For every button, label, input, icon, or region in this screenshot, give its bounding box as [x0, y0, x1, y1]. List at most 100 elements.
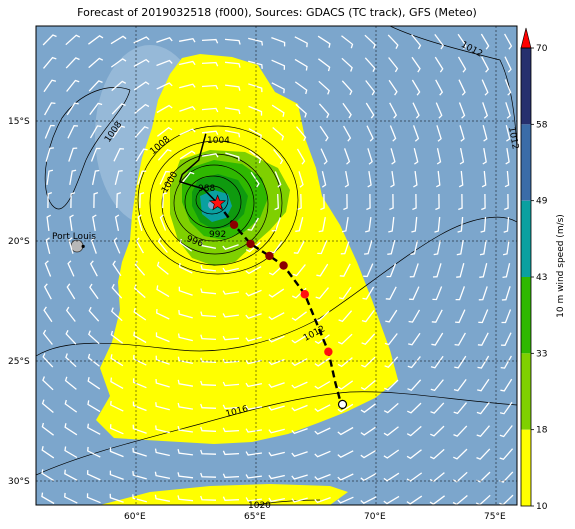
wind-barb: [504, 56, 512, 73]
wind-barb: [453, 425, 468, 437]
wind-barb: [245, 336, 262, 342]
wind-barb: [111, 307, 123, 322]
wind-barb: [65, 353, 77, 368]
wind-barb: [269, 240, 283, 254]
wind-barb: [177, 495, 194, 502]
wind-barb: [501, 309, 512, 324]
y-axis: 15°S 20°S 25°S 30°S: [8, 117, 30, 487]
wind-barb: [245, 405, 263, 411]
wind-barb: [298, 171, 304, 188]
wind-barb: [112, 125, 126, 139]
wind-barb: [457, 56, 467, 73]
wind-barb: [268, 288, 285, 298]
wind-barb: [390, 148, 396, 165]
wind-barb: [42, 376, 54, 391]
wind-barb: [41, 422, 54, 436]
wind-barb: [413, 148, 419, 165]
colorbar-segment: [521, 353, 531, 430]
wind-barb: [435, 102, 443, 119]
wind-barb: [133, 307, 147, 321]
colorbar-segments: [521, 48, 531, 506]
wind-barb: [477, 332, 489, 346]
wind-barb: [162, 192, 168, 209]
wind-barb: [433, 239, 442, 256]
wind-barb: [247, 217, 259, 231]
wind-barb: [364, 34, 376, 49]
wind-barb: [502, 263, 511, 279]
wind-barb: [178, 286, 193, 296]
wind-barb: [360, 426, 377, 436]
wind-barb: [137, 214, 143, 231]
wind-barb: [407, 356, 421, 369]
wind-barb: [93, 191, 99, 209]
wind-barb: [296, 148, 306, 165]
wind-barb: [340, 240, 350, 255]
wind-barb: [89, 125, 102, 139]
wind-barb: [481, 170, 487, 188]
wind-barb: [291, 427, 308, 435]
wind-barb: [314, 357, 331, 367]
wind-barb: [156, 308, 170, 320]
wind-barb: [177, 333, 193, 342]
wind-barb: [341, 35, 354, 49]
wind-barb: [291, 311, 307, 321]
wind-barb: [361, 310, 375, 323]
track-point: [229, 220, 239, 229]
wind-barb: [317, 35, 331, 48]
wind-barb: [156, 82, 173, 90]
wind-barb: [291, 474, 308, 480]
wind-barb: [110, 330, 123, 344]
wind-barb: [222, 290, 240, 295]
wind-barb: [45, 147, 54, 162]
wind-barb: [225, 84, 241, 91]
wind-barb: [178, 310, 193, 319]
wind-barb: [476, 402, 490, 415]
wind-barb: [177, 449, 193, 456]
wind-barb: [201, 130, 219, 135]
wind-barb: [453, 402, 467, 415]
wind-barb: [200, 380, 217, 386]
wind-barb: [46, 169, 54, 185]
wind-barb: [409, 286, 420, 301]
wind-barb: [430, 379, 444, 392]
wind-barb: [155, 402, 170, 411]
wind-barb: [390, 171, 395, 188]
wind-barb: [291, 451, 308, 457]
wind-barb: [412, 102, 420, 119]
wind-barb: [222, 450, 240, 456]
wind-barb: [200, 472, 217, 478]
colorbar-tick-label: 18: [536, 426, 548, 436]
wind-barb: [458, 79, 466, 96]
wind-barb: [407, 379, 422, 391]
map-title: Forecast of 2019032518 (f000), Sources: …: [77, 6, 477, 19]
wind-barb: [431, 309, 443, 323]
wind-barb: [477, 378, 490, 392]
wind-barb: [481, 56, 490, 73]
wind-barb: [296, 126, 307, 142]
wind-barb: [388, 216, 395, 233]
wind-barb: [200, 288, 217, 295]
wind-barb: [505, 125, 511, 142]
wind-barb: [273, 149, 284, 165]
colorbar-ticks: 10 18 33 43 49 58 70: [531, 44, 548, 512]
track-past-line: [178, 133, 219, 204]
wind-barb: [134, 126, 149, 138]
wind-barb: [92, 214, 97, 232]
plot-frame: [35, 25, 518, 506]
wind-barb: [388, 79, 398, 96]
wind-barb: [65, 34, 81, 46]
wind-barb: [245, 428, 263, 433]
track-point: [324, 347, 333, 356]
wind-barb: [87, 423, 101, 435]
wind-barb: [500, 355, 512, 369]
wind-barb: [341, 57, 353, 72]
isobar-1016: [36, 391, 517, 476]
wind-barb: [430, 355, 444, 369]
wind-barb: [200, 357, 217, 364]
port-louis-marker: [81, 244, 85, 248]
wind-barb: [503, 216, 510, 233]
track-point: [246, 239, 255, 249]
isobar-1008-west: [44, 86, 131, 210]
wind-barb: [412, 193, 417, 211]
storm-center-star: [209, 194, 227, 211]
